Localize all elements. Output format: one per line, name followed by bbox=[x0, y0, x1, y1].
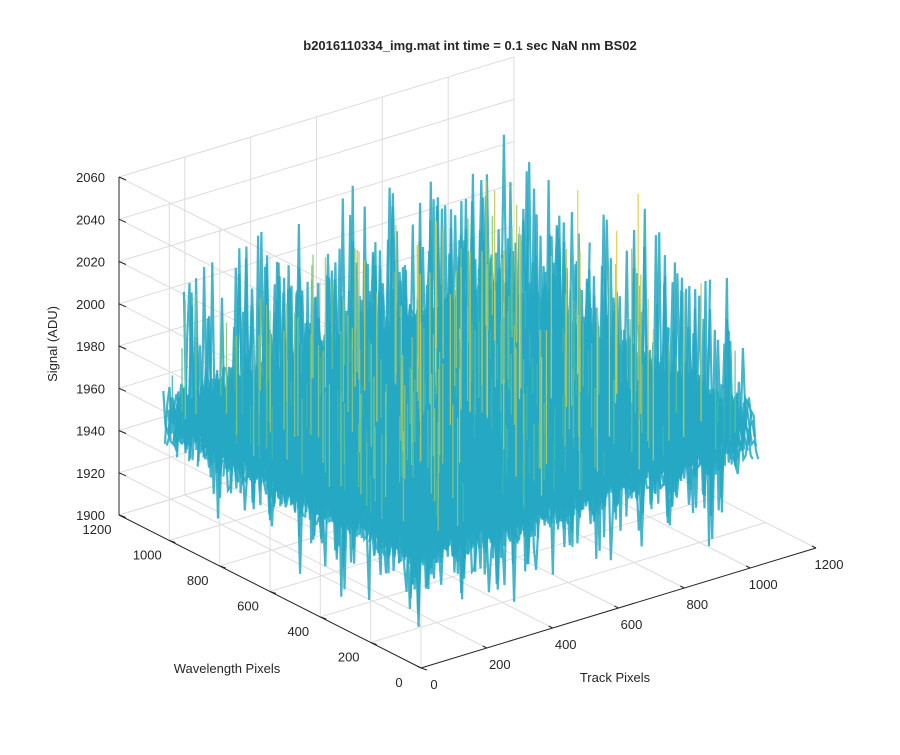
y-tick-mark bbox=[269, 591, 277, 594]
x-tick-mark bbox=[680, 585, 685, 589]
grid-line bbox=[320, 496, 716, 618]
y-tick-mark bbox=[219, 565, 226, 569]
z-tick-label: 2000 bbox=[76, 297, 105, 312]
y-tick-mark bbox=[370, 642, 377, 645]
z-axis-label: Signal (ADU) bbox=[45, 306, 60, 382]
y-tick-label: 600 bbox=[237, 599, 259, 614]
x-tick-label: 400 bbox=[555, 637, 577, 652]
grid-line bbox=[118, 141, 515, 262]
surface-strand bbox=[419, 342, 760, 585]
x-axis-label: Track Pixels bbox=[580, 670, 651, 685]
x-tick-label: 1200 bbox=[815, 557, 844, 572]
surface bbox=[162, 134, 760, 627]
grid-line bbox=[118, 183, 515, 305]
z-tick-mark bbox=[118, 514, 127, 519]
x-tick-label: 800 bbox=[686, 597, 708, 612]
y-tick-mark bbox=[420, 667, 428, 671]
z-tick-mark bbox=[118, 472, 127, 477]
y-tick-label: 800 bbox=[187, 573, 209, 588]
z-tick-label: 1960 bbox=[76, 381, 105, 396]
z-tick-mark bbox=[118, 218, 127, 223]
x-tick-mark bbox=[745, 565, 751, 569]
y-tick-label: 200 bbox=[338, 650, 360, 665]
z-tick-mark bbox=[118, 303, 127, 308]
y-tick-label: 1200 bbox=[83, 522, 112, 537]
grid-line bbox=[118, 56, 515, 178]
x-tick-mark bbox=[811, 545, 817, 549]
z-tick-mark bbox=[118, 345, 127, 350]
y-tick-mark bbox=[169, 540, 176, 543]
x-tick-label: 0 bbox=[430, 677, 437, 692]
y-tick-label: 0 bbox=[395, 675, 402, 690]
z-tick-mark bbox=[118, 176, 127, 181]
z-tick-label: 1980 bbox=[76, 339, 105, 354]
z-tick-mark bbox=[118, 430, 127, 434]
z-tick-mark bbox=[118, 387, 127, 392]
z-tick-label: 1920 bbox=[76, 466, 105, 481]
y-axis-label: Wavelength Pixels bbox=[174, 661, 281, 676]
grid-line bbox=[118, 472, 422, 627]
z-tick-label: 2020 bbox=[76, 255, 105, 270]
x-tick-mark bbox=[548, 625, 553, 629]
x-tick-mark bbox=[482, 645, 488, 649]
y-tick-label: 400 bbox=[287, 624, 309, 639]
y-tick-label: 1000 bbox=[133, 548, 162, 563]
z-tick-label: 1940 bbox=[76, 424, 105, 439]
grid-line bbox=[118, 98, 515, 220]
z-tick-label: 2040 bbox=[76, 212, 105, 227]
x-tick-mark bbox=[416, 665, 422, 669]
x-tick-label: 200 bbox=[489, 657, 511, 672]
axes: 0 200 400 600 800 1000 1200 0 200 400 600 800 1000 12… bbox=[76, 170, 843, 692]
grid-line bbox=[370, 522, 766, 643]
z-tick-label: 2060 bbox=[76, 170, 105, 185]
z-tick-label: 1900 bbox=[76, 508, 105, 523]
y-tick-mark bbox=[320, 616, 327, 620]
x-tick-label: 600 bbox=[621, 617, 643, 632]
surface-strand bbox=[418, 319, 758, 593]
x-tick-mark bbox=[614, 605, 619, 609]
z-tick-mark bbox=[118, 261, 127, 265]
chart-title: b2016110334_img.mat int time = 0.1 sec N… bbox=[303, 38, 636, 53]
x-tick-label: 1000 bbox=[749, 577, 778, 592]
